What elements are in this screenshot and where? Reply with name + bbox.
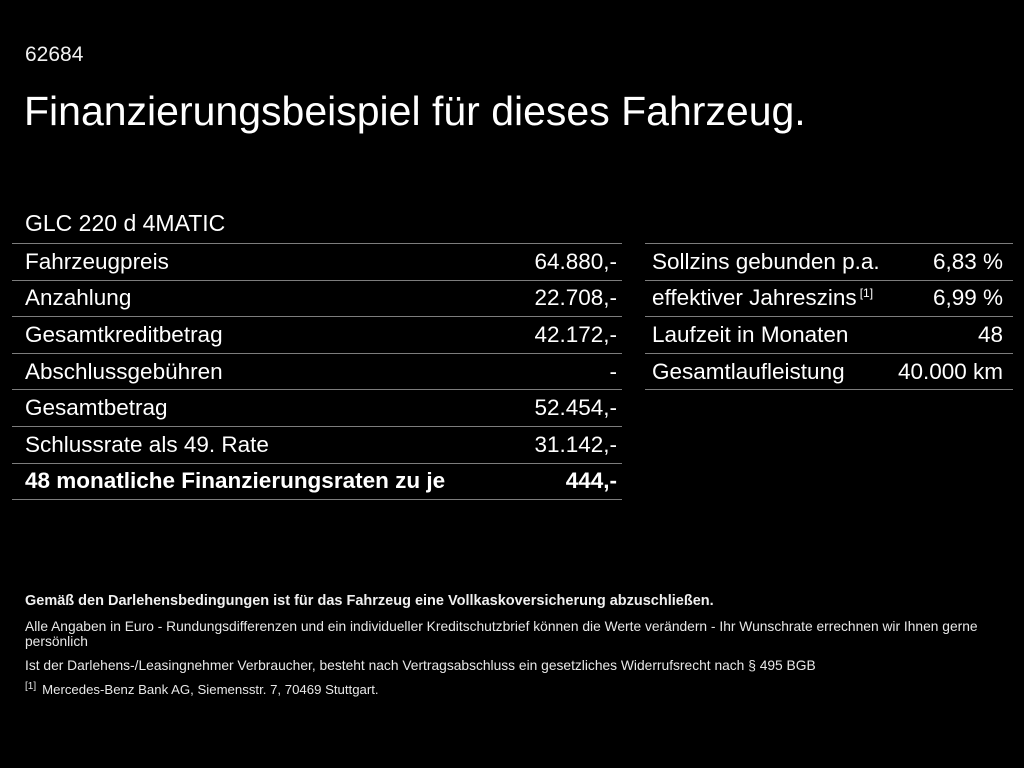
row-label: Gesamtlaufleistung xyxy=(652,358,845,384)
table-row: Gesamtlaufleistung 40.000 km xyxy=(645,354,1013,391)
reference-number: 62684 xyxy=(25,43,84,66)
bank-footnote: [1] Mercedes-Benz Bank AG, Siemensstr. 7,… xyxy=(25,680,1000,697)
row-label: Gesamtkreditbetrag xyxy=(25,321,223,347)
table-row: effektiver Jahreszins [1] 6,99 % xyxy=(645,281,1013,318)
row-label-text: effektiver Jahreszins xyxy=(652,285,857,311)
disclaimer-note: Alle Angaben in Euro - Rundungsdifferenz… xyxy=(25,619,978,649)
table-row: Schlussrate als 49. Rate 31.142,- xyxy=(12,427,622,464)
table-row: Fahrzeugpreis 64.880,- xyxy=(12,244,622,281)
row-label: Gesamtbetrag xyxy=(25,395,168,421)
row-value: 6,83 % xyxy=(932,248,1003,274)
table-row: Anzahlung 22.708,- xyxy=(12,281,622,318)
insurance-note: Gemäß den Darlehensbedingungen ist für d… xyxy=(25,593,714,609)
footnote-text: Mercedes-Benz Bank AG, Siemensstr. 7, 70… xyxy=(42,682,379,697)
row-value: 6,99 % xyxy=(932,285,1003,311)
row-label: 48 monatliche Finanzierungsraten zu je xyxy=(25,468,446,494)
row-value: 42.172,- xyxy=(534,321,617,347)
row-label: effektiver Jahreszins [1] xyxy=(645,285,873,311)
row-label: Anzahlung xyxy=(25,285,132,311)
row-value: 31.142,- xyxy=(534,431,617,457)
row-value: - xyxy=(609,358,618,384)
footnote-marker: [1] xyxy=(25,680,37,692)
withdrawal-note: Ist der Darlehens-/Leasingnehmer Verbrau… xyxy=(25,658,816,673)
vehicle-model: GLC 220 d 4MATIC xyxy=(25,210,226,236)
row-label: Abschlussgebühren xyxy=(25,358,223,384)
row-value: 48 xyxy=(977,321,1003,347)
legal-footer: Gemäß den Darlehensbedingungen ist für d… xyxy=(25,593,1000,697)
row-value: 52.454,- xyxy=(534,395,617,421)
page-title: Finanzierungsbeispiel für dieses Fahrzeu… xyxy=(24,88,806,134)
row-label: Fahrzeugpreis xyxy=(25,248,169,274)
row-value: 40.000 km xyxy=(897,358,1003,384)
footnote-marker: [1] xyxy=(859,285,874,300)
table-row: Gesamtbetrag 52.454,- xyxy=(12,390,622,427)
table-row: Laufzeit in Monaten 48 xyxy=(645,317,1013,354)
financing-table-right: Sollzins gebunden p.a. 6,83 % effektiver… xyxy=(645,243,1013,391)
row-value: 22.708,- xyxy=(534,285,617,311)
table-row: Gesamtkreditbetrag 42.172,- xyxy=(12,317,622,354)
table-row-monthly-rate: 48 monatliche Finanzierungsraten zu je 4… xyxy=(12,464,622,501)
financing-table-left: Fahrzeugpreis 64.880,- Anzahlung 22.708,… xyxy=(12,243,622,501)
row-label: Sollzins gebunden p.a. xyxy=(652,248,880,274)
row-label: Schlussrate als 49. Rate xyxy=(25,431,269,457)
row-label: Laufzeit in Monaten xyxy=(652,321,849,347)
row-value: 64.880,- xyxy=(534,248,617,274)
row-value: 444,- xyxy=(565,468,617,494)
table-row: Abschlussgebühren - xyxy=(12,354,622,391)
table-row: Sollzins gebunden p.a. 6,83 % xyxy=(645,244,1013,281)
